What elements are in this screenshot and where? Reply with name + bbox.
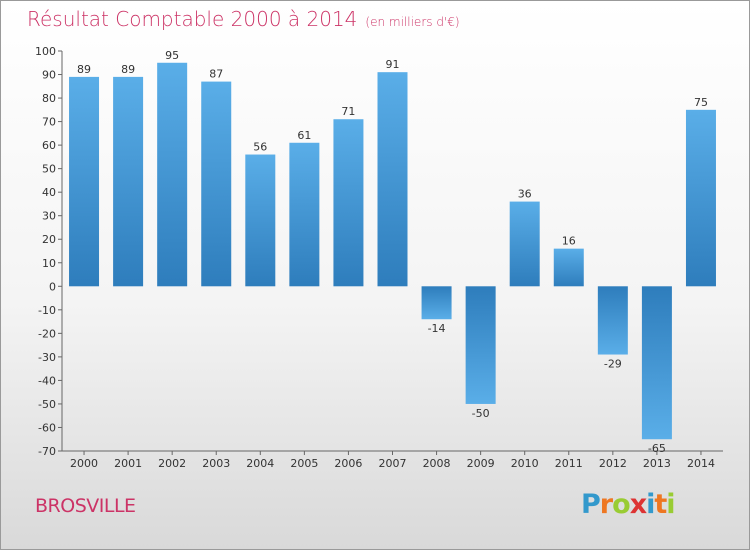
x-tick-label: 2002 (158, 457, 186, 470)
bar-2001 (113, 76, 144, 287)
x-tick-label: 2005 (290, 457, 318, 470)
x-tick-label: 2008 (423, 457, 451, 470)
logo-letter: i (666, 489, 675, 520)
logo-letter: x (629, 489, 647, 520)
data-label-2001: 89 (121, 63, 135, 76)
data-label-2000: 89 (77, 63, 91, 76)
data-label-2005: 61 (297, 129, 311, 142)
data-label-2013: -65 (648, 442, 666, 455)
bar-2010 (509, 201, 540, 287)
bar-2011 (553, 248, 584, 287)
x-tick-label: 2011 (555, 457, 583, 470)
x-tick-label: 2006 (334, 457, 362, 470)
x-tick-label: 2001 (114, 457, 142, 470)
chart-data-labels: 89 89 95 87 56 61 71 91 -14 -50 36 16 -29 -65 75 (77, 49, 708, 455)
y-tick-label: 70 (42, 116, 56, 129)
chart-title-unit: (en milliers d'€) (365, 15, 460, 29)
data-label-2008: -14 (428, 322, 446, 335)
y-tick-label: -30 (38, 351, 56, 364)
data-label-2010: 36 (518, 188, 532, 201)
y-tick-label: 100 (35, 45, 56, 58)
y-tick-label: -10 (38, 304, 56, 317)
bar-2006 (333, 119, 364, 287)
data-label-2002: 95 (165, 49, 179, 62)
bar-2005 (289, 142, 320, 287)
logo-letter: r (599, 489, 613, 520)
bar-2008 (421, 286, 452, 320)
chart-title: Résultat Comptable 2000 à 2014 (en millie… (27, 7, 460, 31)
data-label-2004: 56 (253, 141, 267, 154)
bar-2002 (157, 62, 188, 287)
bar-2014 (685, 109, 716, 287)
x-tick-label: 2000 (70, 457, 98, 470)
y-tick-label: 60 (42, 139, 56, 152)
bar-2009 (465, 286, 496, 404)
bar-2000 (69, 76, 100, 287)
y-tick-label: -50 (38, 398, 56, 411)
y-tick-label: -70 (38, 445, 56, 458)
y-tick-label: 80 (42, 92, 56, 105)
y-tick-label: 10 (42, 257, 56, 270)
x-tick-label: 2012 (599, 457, 627, 470)
y-tick-label: 50 (42, 163, 56, 176)
y-tick-label: -20 (38, 327, 56, 340)
data-label-2012: -29 (604, 358, 622, 371)
bar-2007 (377, 72, 408, 287)
data-label-2014: 75 (694, 96, 708, 109)
chart-title-main: Résultat Comptable 2000 à 2014 (27, 7, 358, 31)
x-tick-label: 2009 (467, 457, 495, 470)
bar-2012 (597, 286, 628, 355)
bar-2003 (201, 81, 232, 287)
proxiti-logo: Proxiti (581, 489, 676, 520)
x-tick-label: 2013 (643, 457, 671, 470)
chart-axes: 1009080706050403020100-10-20-30-40-50-60… (35, 45, 723, 470)
x-tick-label: 2014 (687, 457, 715, 470)
commune-name: BROSVILLE (35, 495, 136, 517)
data-label-2006: 71 (341, 105, 355, 118)
y-tick-label: 0 (49, 280, 56, 293)
logo-letter: P (581, 489, 601, 520)
chart-bars (69, 62, 716, 440)
x-tick-label: 2003 (202, 457, 230, 470)
y-tick-label: 30 (42, 210, 56, 223)
logo-letter: t (654, 489, 667, 520)
y-tick-label: -40 (38, 374, 56, 387)
y-tick-label: -60 (38, 421, 56, 434)
data-label-2007: 91 (386, 58, 400, 71)
x-tick-label: 2007 (379, 457, 407, 470)
data-label-2009: -50 (472, 407, 490, 420)
x-tick-label: 2004 (246, 457, 274, 470)
data-label-2003: 87 (209, 68, 223, 81)
x-tick-label: 2010 (511, 457, 539, 470)
y-tick-label: 90 (42, 69, 56, 82)
bar-2013 (641, 286, 672, 440)
data-label-2011: 16 (562, 235, 576, 248)
logo-letter: o (612, 489, 631, 520)
logo-letter: i (646, 489, 655, 520)
y-tick-label: 20 (42, 233, 56, 246)
y-tick-label: 40 (42, 186, 56, 199)
bar-2004 (245, 154, 276, 287)
